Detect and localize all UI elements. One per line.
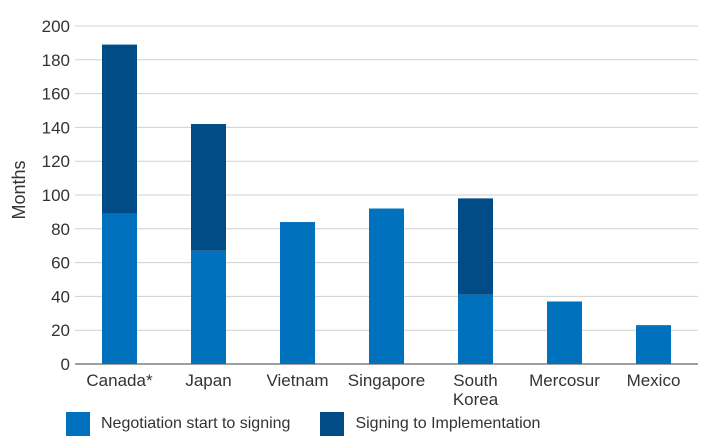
bar-segment-implementation [191,124,226,251]
bar-segment-negotiation [636,325,671,364]
legend-item-series-1: Negotiation start to signing [66,412,290,436]
bars [102,44,671,364]
x-tick-label: Vietnam [266,371,328,390]
y-tick-label: 100 [42,186,70,205]
x-tick-label: South Korea [453,371,499,409]
bar-segment-negotiation [369,208,404,364]
bar-segment-implementation [102,44,137,214]
y-tick-label: 40 [51,287,70,306]
y-tick-label: 60 [51,254,70,273]
bar-segment-implementation [458,198,493,295]
bar-segment-negotiation [102,213,137,364]
x-tick-label: Singapore [348,371,426,390]
y-tick-label: 120 [42,152,70,171]
y-tick-label: 140 [42,118,70,137]
bar-chart: 0 20 40 60 80 100 120 140 160 180 200 Canada* Japan… [9,17,698,409]
x-axis-ticks: Canada* Japan Vietnam Singapore South Korea Me… [86,371,680,409]
y-tick-label: 160 [42,85,70,104]
y-tick-label: 20 [51,321,70,340]
bar-segment-negotiation [191,250,226,364]
y-tick-label: 0 [61,355,70,374]
legend-item-series-2: Signing to Implementation [320,412,540,436]
y-tick-label: 180 [42,51,70,70]
x-tick-label: Canada* [86,371,153,390]
legend-swatch [320,412,345,436]
legend-swatch [66,412,90,436]
bar-segment-negotiation [280,222,315,364]
bar-segment-negotiation [547,301,582,364]
bar-segment-negotiation [458,294,493,364]
x-tick-label: Mercosur [529,371,600,390]
x-tick-label: Mexico [627,371,681,390]
y-axis-ticks: 0 20 40 60 80 100 120 140 160 180 200 [42,17,70,374]
y-tick-label: 200 [42,17,70,36]
y-tick-label: 80 [51,220,70,239]
x-tick-label: Japan [185,371,231,390]
legend-label: Signing to Implementation [355,415,541,432]
legend: Negotiation start to signing Signing to … [66,412,540,436]
legend-label: Negotiation start to signing [101,415,291,432]
y-axis-label: Months [9,160,29,219]
